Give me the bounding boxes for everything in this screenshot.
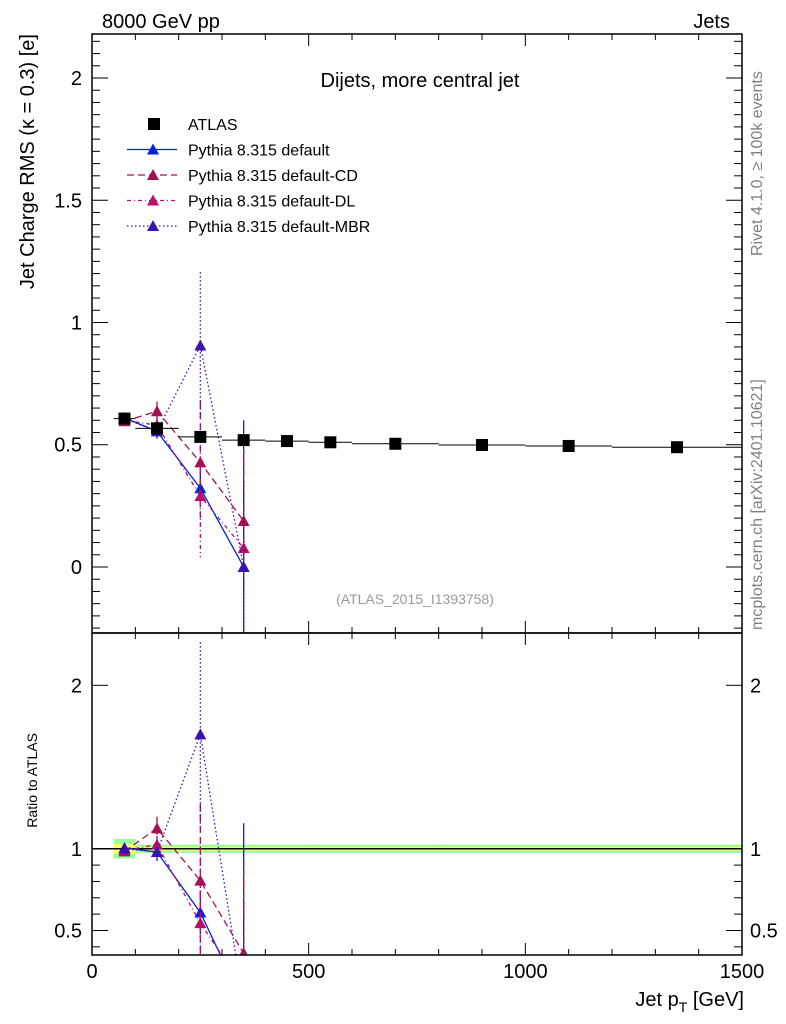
ratio-data-point <box>194 917 207 929</box>
data-point <box>237 560 250 572</box>
atlas-point <box>118 412 131 425</box>
series-line <box>124 419 245 549</box>
legend-label: Pythia 8.315 default-MBR <box>188 219 370 236</box>
atlas-point <box>671 441 683 454</box>
main-data-group <box>113 272 742 633</box>
ratio-y-tick-label-right: 2 <box>750 675 761 697</box>
ratio-y-tick-label: 1 <box>71 839 82 861</box>
x-axis-label: Jet pT [GeV] <box>635 989 744 1015</box>
legend-atlas-marker <box>148 118 160 130</box>
x-axis-label-main: Jet p <box>635 989 678 1011</box>
legend-label: Pythia 8.315 default-DL <box>188 194 355 211</box>
ratio-series-line <box>124 843 223 955</box>
y-tick-label: 1 <box>71 312 82 334</box>
x-tick-label: 0 <box>86 961 97 983</box>
analysis-reference: (ATLAS_2015_I1393758) <box>336 591 494 607</box>
y-tick-label: 0.5 <box>54 435 82 457</box>
ratio-series-line <box>124 847 222 955</box>
legend-marker <box>147 143 159 155</box>
ratio-y-axis-label: Ratio to ATLAS <box>24 733 40 828</box>
y-tick-label: 2 <box>71 68 82 90</box>
series-line <box>124 343 245 568</box>
data-point <box>194 456 207 468</box>
atlas-point <box>194 430 207 443</box>
atlas-point <box>151 422 163 435</box>
legend-marker <box>147 169 159 180</box>
rivet-version-label: Rivet 4.1.0, ≥ 100k events <box>749 71 766 256</box>
data-point <box>237 542 250 554</box>
ratio-data-group <box>118 642 248 955</box>
x-axis-label-sub: T <box>679 999 688 1015</box>
x-tick-label: 500 <box>292 961 325 983</box>
y-tick-label: 1.5 <box>54 190 82 212</box>
legend-label: Pythia 8.315 default-CD <box>188 168 358 185</box>
legend-label: ATLAS <box>188 117 238 134</box>
data-point <box>194 490 207 502</box>
data-point <box>194 482 207 494</box>
x-tick-label: 1500 <box>720 961 765 983</box>
ratio-series-line <box>124 731 237 955</box>
ratio-data-point <box>151 846 163 858</box>
data-point <box>151 405 163 417</box>
ratio-y-tick-label: 2 <box>71 675 82 697</box>
ratio-frame <box>91 632 743 956</box>
ratio-y-tick-label-right: 0.5 <box>750 920 778 942</box>
series-line <box>124 410 245 522</box>
ratio-data-point <box>194 906 207 918</box>
y-axis-label: Jet Charge RMS (κ = 0.3) [e] <box>17 34 39 289</box>
ratio-data-point <box>118 842 131 854</box>
ratio-data-point <box>151 822 163 834</box>
x-axis-label-unit: [GeV] <box>687 989 744 1011</box>
atlas-point <box>281 435 293 448</box>
atlas-point <box>324 436 337 449</box>
collision-energy-label: 8000 GeV pp <box>102 11 220 33</box>
ratio-y-tick-label-right: 1 <box>750 839 761 861</box>
jets-label: Jets <box>693 11 730 33</box>
plot-title: Dijets, more central jet <box>321 70 520 92</box>
legend-label: Pythia 8.315 default <box>188 143 330 160</box>
data-point <box>194 339 207 351</box>
atlas-point <box>476 438 488 451</box>
ratio-data-point <box>194 728 207 740</box>
mcplots-label: mcplots.cern.ch [arXiv:2401.10621] <box>749 379 766 630</box>
y-tick-label: 0 <box>71 557 82 579</box>
legend: ATLAS Pythia 8.315 default Pythia 8.315 de… <box>127 117 370 236</box>
x-tick-label: 1000 <box>503 961 548 983</box>
data-point <box>237 515 250 527</box>
ratio-y-tick-label: 0.5 <box>54 920 82 942</box>
atlas-point <box>389 437 402 450</box>
legend-marker <box>147 220 159 231</box>
legend-marker <box>147 194 159 206</box>
atlas-point <box>562 439 575 452</box>
atlas-point <box>237 434 250 447</box>
